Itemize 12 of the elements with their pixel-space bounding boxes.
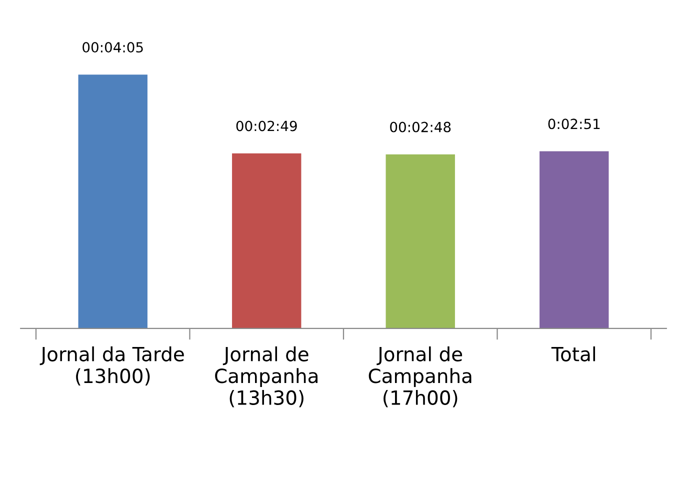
x-tick-label: Jornal da Tarde (13h00) — [40, 346, 184, 386]
x-tick-label: Total — [551, 346, 596, 362]
bar — [232, 153, 302, 328]
x-tick-label: Jornal de Campanha (13h30) — [215, 346, 318, 408]
bar — [386, 154, 455, 328]
data-label: 00:02:48 — [390, 122, 451, 132]
bar — [78, 74, 148, 328]
data-label: 00:02:49 — [236, 120, 297, 132]
data-label: 00:04:05 — [82, 42, 143, 53]
data-label: 0:02:51 — [548, 118, 600, 130]
bar — [540, 151, 609, 328]
x-tick-label: Jornal de Campanha (17h00) — [368, 346, 472, 408]
